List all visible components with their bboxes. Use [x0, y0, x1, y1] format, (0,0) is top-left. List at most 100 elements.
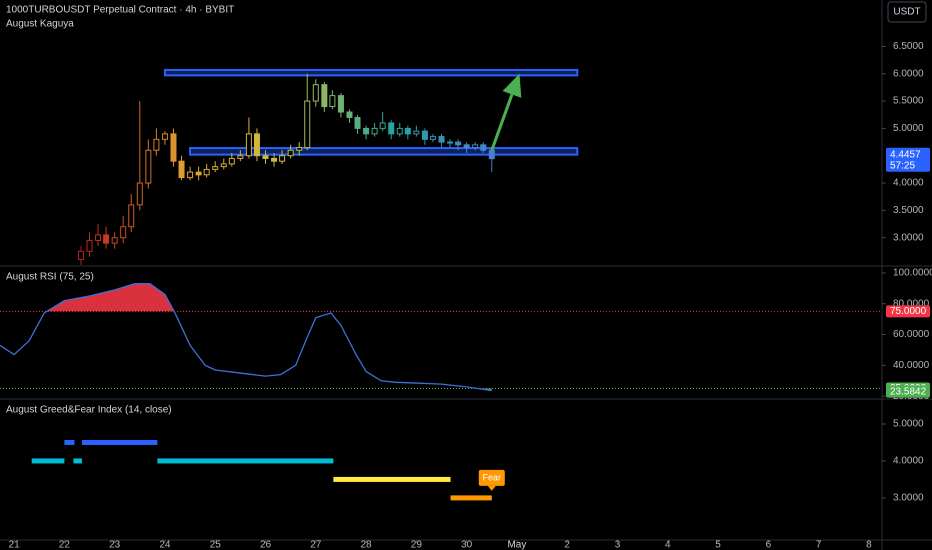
candle-body [95, 234, 102, 241]
candle-body [463, 144, 470, 149]
x-tick-label: 4 [665, 540, 671, 550]
x-tick-label: 3 [615, 540, 621, 550]
candle-body [455, 141, 462, 146]
candle-body [304, 100, 311, 149]
y-tick-label: 5.0000 [893, 123, 924, 134]
candle-body [421, 130, 428, 140]
candle-body [363, 127, 370, 135]
y-tick-label: 4.0000 [893, 178, 924, 189]
y-tick-label: 6.5000 [893, 41, 924, 52]
currency-button-label[interactable]: USDT [893, 7, 920, 18]
candle-body [329, 95, 336, 108]
candle-body [228, 157, 235, 165]
candle-body [413, 130, 420, 135]
candle-body [212, 166, 219, 170]
candle-body [111, 237, 118, 244]
chart-title: 1000TURBOUSDT Perpetual Contract · 4h · … [6, 5, 234, 16]
last-price-tag [886, 147, 930, 172]
currency-button[interactable] [887, 1, 927, 23]
candle-body [296, 147, 303, 151]
oversold-fill [477, 388, 492, 391]
y-tick-label: 3.0000 [893, 493, 924, 504]
candle-body [388, 122, 395, 135]
y-tick-label: 100.0000 [893, 268, 932, 279]
x-tick-label: 8 [866, 540, 872, 550]
index-segment [333, 476, 451, 482]
x-tick-label: 7 [816, 540, 822, 550]
drawn-arrow-shaft [490, 93, 514, 151]
x-tick-label: 6 [766, 540, 772, 550]
candle-body [396, 127, 403, 135]
index-segment [450, 495, 492, 501]
indicator-name: August Greed&Fear Index (14, close) [6, 405, 172, 416]
candle-body [170, 133, 177, 162]
candle-body [187, 171, 194, 179]
candle-body [447, 141, 454, 144]
candle-body [488, 149, 495, 160]
y-tick-label: 6.0000 [893, 68, 924, 79]
candle-body [161, 133, 168, 140]
drawn-arrow-head [502, 73, 522, 98]
y-tick-label: 80.0000 [893, 298, 930, 309]
drawn-rectangle [189, 147, 579, 156]
x-tick-label: 2 [564, 540, 570, 550]
x-tick-label: 26 [260, 540, 272, 550]
index-segment [73, 458, 82, 464]
candle-body [354, 116, 361, 129]
candle-body [77, 250, 84, 261]
x-tick-label: 29 [411, 540, 423, 550]
candle-body [220, 163, 227, 168]
candle-body [321, 84, 328, 108]
rsi-line [0, 283, 492, 392]
candle-body [271, 157, 278, 162]
candle-body [153, 138, 160, 151]
indicator-name: August Kaguya [6, 19, 74, 30]
y-tick-label: 60.0000 [893, 329, 930, 340]
candle-body [429, 136, 436, 140]
candle-body [337, 95, 344, 113]
candle-body [203, 168, 210, 176]
candle-body [312, 84, 319, 102]
x-tick-label: 25 [210, 540, 222, 550]
candle-body [262, 155, 269, 159]
x-tick-label: 21 [9, 540, 21, 550]
overbought-fill [0, 283, 492, 312]
candle-body [253, 133, 260, 157]
candle-body [371, 127, 378, 135]
index-segment [64, 439, 75, 445]
candle-body [287, 149, 294, 157]
candle-body [245, 133, 252, 157]
label-bubble [478, 469, 505, 486]
y-tick-label: 40.0000 [893, 360, 930, 371]
last-price-label: 4.4457 [890, 149, 921, 160]
level-tag [886, 305, 930, 318]
candle-body [404, 127, 411, 135]
candle-body [178, 160, 185, 179]
candle-body [128, 204, 135, 228]
x-tick-label: 5 [715, 540, 721, 550]
countdown-label: 57:25 [890, 160, 915, 171]
candle-body [195, 171, 202, 176]
x-tick-label: 28 [361, 540, 373, 550]
x-tick-label: 30 [461, 540, 473, 550]
x-tick-label: 27 [310, 540, 322, 550]
y-tick-label: 5.5000 [893, 96, 924, 107]
level-label: 75.0000 [890, 306, 927, 317]
candle-body [379, 122, 386, 129]
drawn-rectangle [163, 68, 579, 77]
index-segment [157, 458, 334, 464]
candle-body [237, 155, 244, 159]
candle-body [480, 144, 487, 151]
segment-label: Fear [483, 472, 502, 482]
last-value-tag [886, 385, 930, 398]
index-segment [81, 439, 158, 445]
candle-body [136, 182, 143, 206]
index-segment [31, 458, 65, 464]
last-value-label: 23.5842 [890, 386, 927, 397]
x-tick-label: 23 [109, 540, 121, 550]
candle-body [472, 144, 479, 149]
x-tick-label: May [507, 540, 526, 550]
y-tick-label: 3.5000 [893, 205, 924, 216]
